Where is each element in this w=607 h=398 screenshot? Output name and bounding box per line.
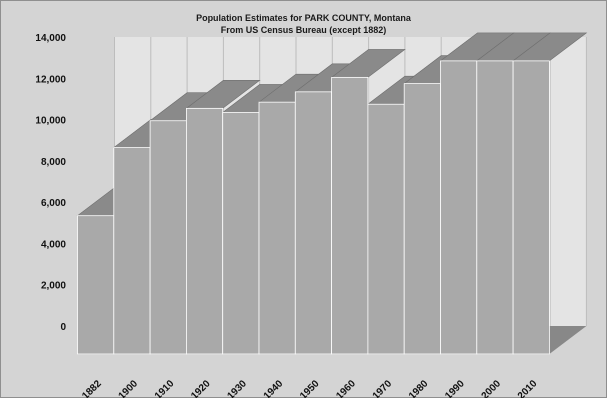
x-tick-label: 2010 (516, 378, 540, 398)
bar (512, 60, 550, 355)
y-tick-label: 6,000 (41, 198, 66, 209)
y-tick-label: 2,000 (41, 281, 66, 292)
bar (440, 60, 478, 355)
bar (149, 120, 187, 355)
x-tick-label: 1960 (334, 378, 358, 398)
bar (258, 101, 296, 355)
x-tick-label: 1930 (225, 378, 249, 398)
bar (77, 215, 115, 355)
x-tick-label: 1882 (80, 378, 104, 398)
bar (113, 147, 151, 355)
y-tick-label: 4,000 (41, 239, 66, 250)
x-tick-label: 1940 (262, 378, 286, 398)
x-tick-label: 2000 (480, 378, 504, 398)
chart-title-line-1: Population Estimates for PARK COUNTY, Mo… (196, 13, 411, 23)
y-tick-label: 0 (60, 322, 66, 333)
y-tick-label: 8,000 (41, 157, 66, 168)
x-tick-label: 1950 (298, 378, 322, 398)
x-tick-label: 1990 (443, 378, 467, 398)
bars-group (76, 32, 588, 355)
chart-title-line-2: From US Census Bureau (except 1882) (220, 25, 387, 35)
x-tick-label: 1970 (371, 378, 395, 398)
x-tick-label: 1910 (153, 378, 177, 398)
bar (367, 103, 405, 355)
y-tick-label: 10,000 (35, 116, 66, 127)
y-tick-label: 14,000 (35, 33, 66, 44)
x-tick-label: 1980 (407, 378, 431, 398)
x-tick-label: 1900 (117, 378, 141, 398)
bar (185, 107, 224, 355)
y-tick-label: 12,000 (35, 74, 66, 85)
bar (294, 91, 332, 355)
bar (222, 112, 260, 355)
bar (476, 60, 514, 355)
bar (403, 83, 441, 355)
bar (331, 76, 369, 355)
x-tick-label: 1920 (189, 378, 213, 398)
